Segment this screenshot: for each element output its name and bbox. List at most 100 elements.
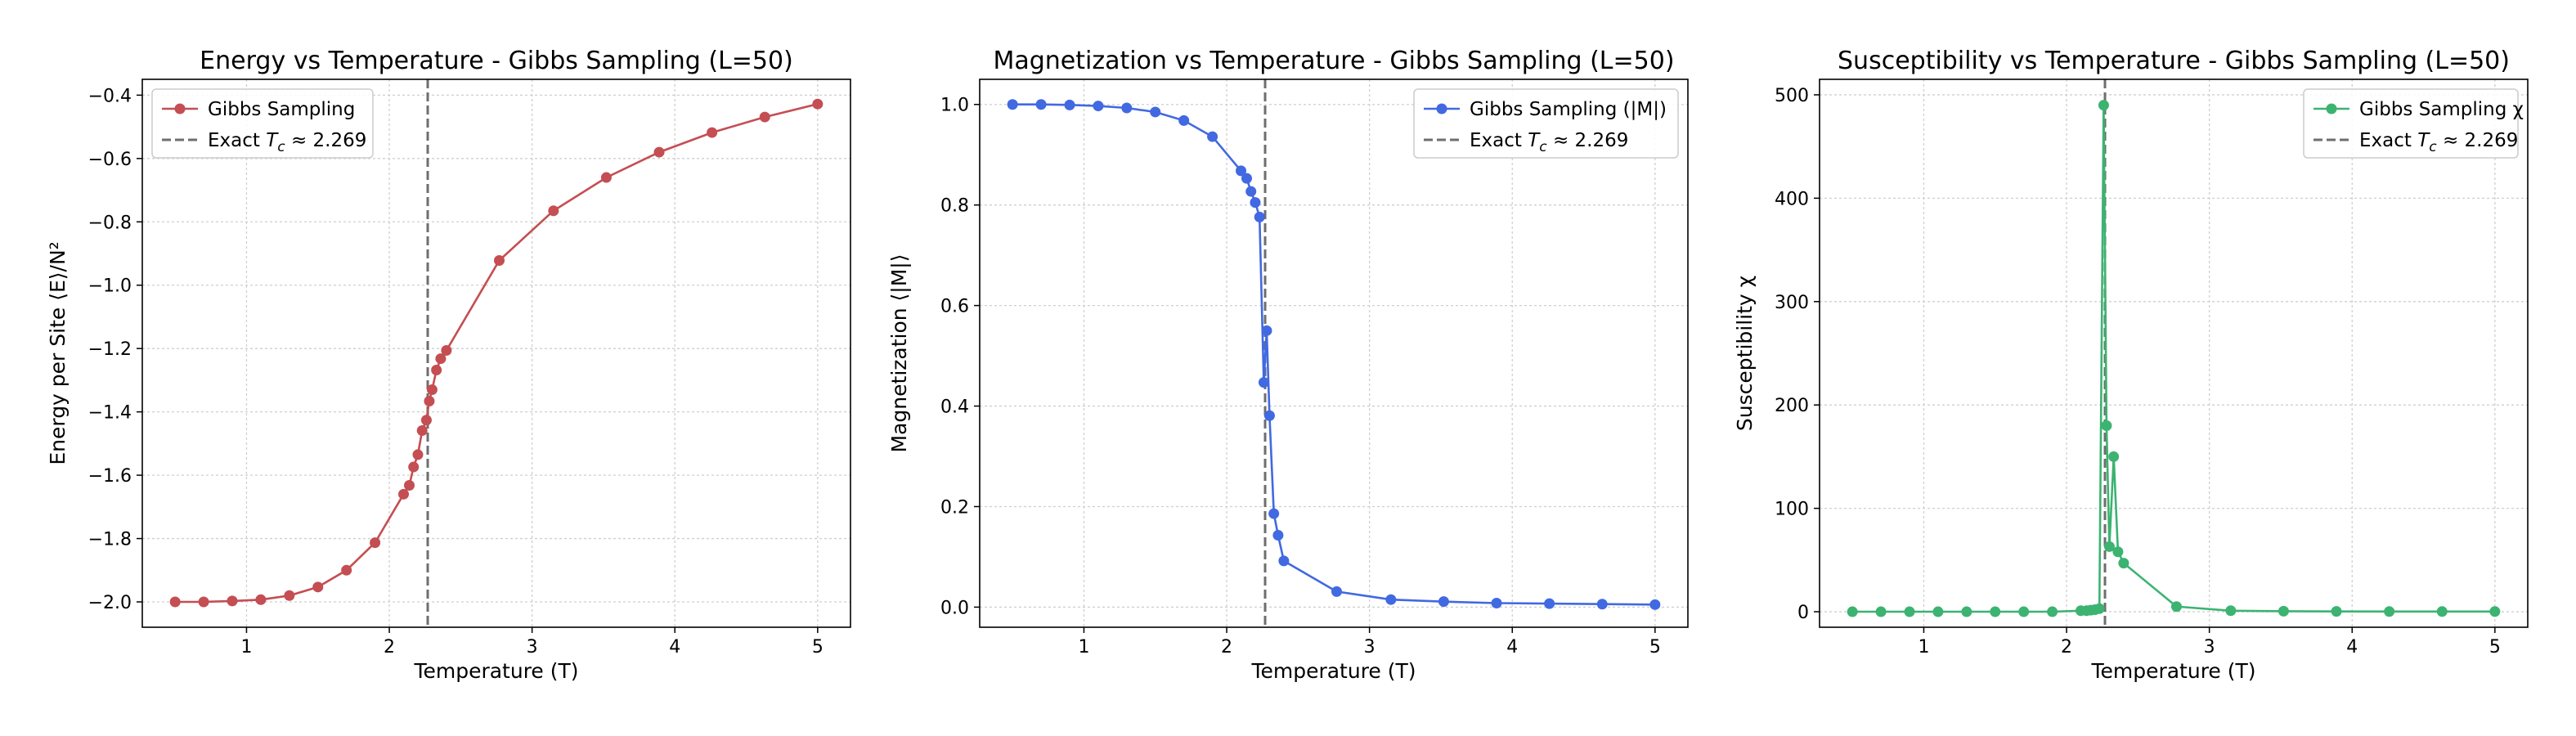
x-tick-label: 4 bbox=[1506, 637, 1518, 657]
y-tick-label: 300 bbox=[1775, 293, 1809, 313]
data-point bbox=[2103, 541, 2115, 552]
y-tick-label: 0.6 bbox=[940, 297, 969, 317]
y-tick-label: 200 bbox=[1775, 396, 1809, 416]
data-point bbox=[1331, 586, 1342, 597]
y-tick-label: −0.8 bbox=[88, 213, 132, 233]
y-tick-label: 0 bbox=[1797, 603, 1809, 623]
legend-series-marker bbox=[2326, 103, 2337, 114]
data-point bbox=[653, 146, 665, 158]
y-tick-label: −1.4 bbox=[88, 403, 132, 424]
data-point bbox=[759, 111, 770, 123]
data-point bbox=[420, 415, 432, 426]
data-point bbox=[1254, 211, 1265, 222]
data-point bbox=[169, 596, 181, 608]
legend-box bbox=[2303, 88, 2519, 159]
data-point bbox=[2384, 606, 2395, 617]
data-point bbox=[416, 424, 428, 436]
data-point bbox=[1150, 106, 1161, 118]
y-axis-label: Energy per Site ⟨E⟩/N² bbox=[46, 241, 70, 464]
data-point bbox=[2436, 606, 2448, 617]
x-tick-label: 1 bbox=[240, 637, 252, 657]
data-point bbox=[2047, 606, 2058, 617]
data-point bbox=[1236, 165, 1247, 177]
legend-tc-label: Exact Tc ≈ 2.269 bbox=[208, 130, 366, 155]
data-point bbox=[1491, 597, 1502, 608]
data-point bbox=[1250, 197, 1261, 209]
y-tick-label: 500 bbox=[1775, 86, 1809, 106]
data-point bbox=[493, 255, 505, 267]
chart-title: Magnetization vs Temperature - Gibbs Sam… bbox=[993, 47, 1674, 75]
x-tick-label: 5 bbox=[1649, 637, 1661, 657]
data-point bbox=[1207, 131, 1218, 142]
legend-series-marker bbox=[174, 103, 186, 114]
legend: Gibbs Sampling χ Exact Tc ≈ 2.269 bbox=[2303, 88, 2524, 159]
data-point bbox=[2101, 420, 2112, 431]
y-tick-label: −1.8 bbox=[88, 530, 132, 550]
legend-box bbox=[151, 88, 374, 159]
y-tick-label: 0.2 bbox=[940, 497, 969, 518]
data-point bbox=[1649, 599, 1661, 610]
data-point bbox=[412, 449, 424, 460]
data-point bbox=[2098, 100, 2109, 111]
x-tick-label: 5 bbox=[2489, 637, 2501, 657]
x-axis-label: Temperature (T) bbox=[413, 659, 578, 683]
y-tick-label: −1.6 bbox=[88, 466, 132, 487]
legend-series-label: Gibbs Sampling χ bbox=[2359, 99, 2524, 120]
data-point bbox=[1272, 530, 1284, 541]
x-axis-label: Temperature (T) bbox=[2090, 659, 2255, 683]
data-point bbox=[403, 479, 415, 491]
data-point bbox=[255, 594, 267, 605]
data-point bbox=[1278, 555, 1290, 567]
x-tick-label: 3 bbox=[527, 637, 538, 657]
data-point bbox=[424, 395, 435, 406]
data-point bbox=[341, 564, 352, 576]
data-point bbox=[198, 596, 209, 608]
data-point bbox=[2094, 603, 2105, 614]
data-point bbox=[2278, 605, 2289, 617]
y-tick-label: −2.0 bbox=[88, 593, 132, 613]
chart-panel-3: 1 2 3 4 5 0 100 200 300 400 500 Susceptibility vs T… bbox=[1733, 47, 2529, 683]
chart-panel-2: 1 2 3 4 5 0.0 0.2 0.4 0.6 0.8 1.0 Magnetization vs … bbox=[887, 47, 1689, 683]
chart-title: Susceptibility vs Temperature - Gibbs Sa… bbox=[1838, 47, 2510, 75]
data-point bbox=[1875, 606, 1887, 617]
data-point bbox=[426, 384, 438, 396]
data-point bbox=[600, 172, 612, 183]
legend-series-label: Gibbs Sampling (|M|) bbox=[1470, 99, 1667, 120]
plot-frame bbox=[979, 79, 1689, 628]
data-point bbox=[312, 581, 324, 593]
x-axis-label: Temperature (T) bbox=[1250, 659, 1416, 683]
data-point bbox=[370, 537, 381, 549]
x-tick-label: 1 bbox=[1078, 637, 1089, 657]
data-point bbox=[2108, 451, 2120, 462]
data-point bbox=[1035, 99, 1047, 110]
x-tick-label: 4 bbox=[2346, 637, 2358, 657]
series-line bbox=[175, 102, 819, 604]
x-tick-label: 2 bbox=[2061, 637, 2072, 657]
data-point bbox=[1932, 606, 1944, 617]
plot-frame bbox=[1819, 79, 2529, 628]
x-tick-label: 2 bbox=[1221, 637, 1232, 657]
data-point bbox=[1596, 599, 1608, 610]
chart-panel-1: 1 2 3 4 5 −2.0 −1.8 −1.6 −1.4 −1.2 −1.0 −0.8 −0.6 −0.… bbox=[46, 47, 851, 683]
y-tick-label: 0.8 bbox=[940, 196, 969, 217]
series-line bbox=[1012, 103, 1655, 606]
data-point bbox=[812, 98, 824, 110]
x-tick-label: 3 bbox=[1364, 637, 1376, 657]
data-point bbox=[2489, 606, 2501, 617]
legend-tc-label: Exact Tc ≈ 2.269 bbox=[2359, 130, 2518, 155]
data-point bbox=[1241, 173, 1252, 184]
data-point bbox=[707, 127, 718, 138]
x-tick-label: 4 bbox=[669, 637, 680, 657]
legend-series-marker bbox=[1436, 103, 1447, 114]
y-axis-label: Susceptibility χ bbox=[1733, 276, 1757, 431]
x-tick-label: 3 bbox=[2204, 637, 2215, 657]
data-point bbox=[1007, 99, 1018, 110]
chart-title: Energy vs Temperature - Gibbs Sampling (… bbox=[200, 47, 793, 75]
legend-box bbox=[1413, 88, 1679, 159]
data-point bbox=[227, 595, 238, 607]
data-point bbox=[2118, 558, 2129, 569]
data-point bbox=[1258, 377, 1269, 388]
legend-tc-label: Exact Tc ≈ 2.269 bbox=[1470, 130, 1628, 155]
legend: Gibbs Sampling Exact Tc ≈ 2.269 bbox=[151, 88, 374, 159]
